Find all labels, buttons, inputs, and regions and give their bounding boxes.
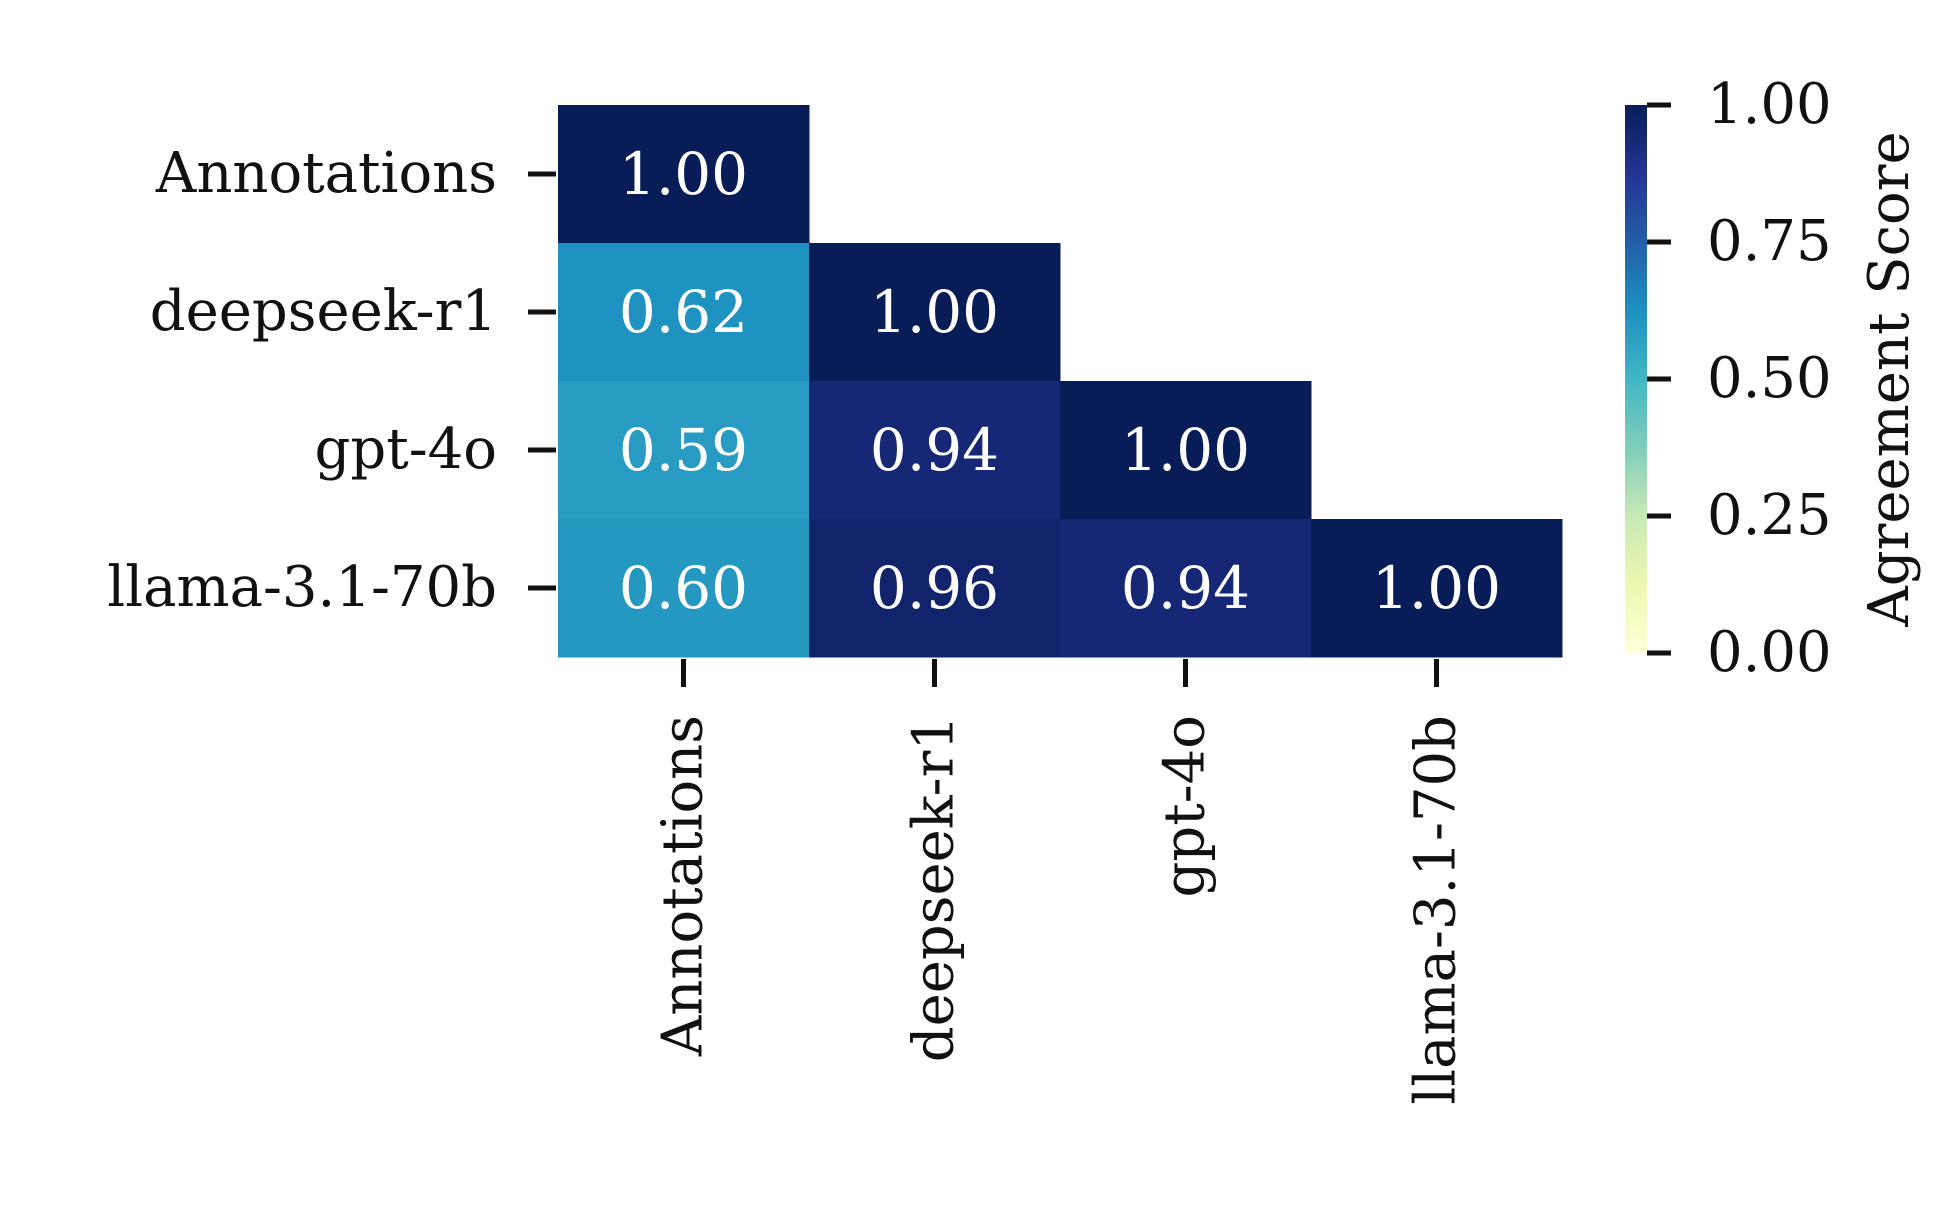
cell-value-label: 1.00	[1372, 554, 1501, 622]
y-axis: Annotations deepseek-r1 gpt-4o llama-3.1-70…	[107, 141, 556, 620]
heatmap-cell	[558, 519, 810, 658]
x-tick-label: llama-3.1-70b	[1404, 715, 1469, 1105]
colorbar-tick-label: 0.50	[1707, 346, 1832, 411]
heatmap-cell	[558, 243, 810, 382]
heatmap-cell	[1060, 519, 1312, 658]
heatmap-cell	[1060, 381, 1312, 520]
heatmap-cells	[558, 105, 1563, 658]
x-tick-label: Annotations	[651, 715, 716, 1057]
cell-value-label: 0.62	[619, 278, 748, 346]
colorbar-tick-label: 0.00	[1707, 620, 1832, 685]
cell-value-label: 0.96	[870, 554, 999, 622]
colorbar: 0.00 0.25 0.50 0.75 1.00 Agreement Score	[1625, 72, 1922, 685]
heatmap-cell-labels: 1.00 0.62 1.00 0.59 0.94 1.00 0.60 0.96 0.94 1.00	[619, 140, 1501, 622]
x-tick-label: gpt-4o	[1153, 715, 1218, 897]
y-tick-label: llama-3.1-70b	[107, 555, 497, 620]
colorbar-tick-label: 0.25	[1707, 483, 1832, 548]
colorbar-ticks: 0.00 0.25 0.50 0.75 1.00	[1647, 72, 1832, 685]
colorbar-tick-label: 1.00	[1707, 72, 1832, 137]
heatmap-cell	[558, 381, 810, 520]
heatmap-cell	[809, 381, 1061, 520]
y-tick-label: Annotations	[155, 141, 497, 206]
cell-value-label: 0.94	[1121, 554, 1250, 622]
heatmap-cell	[558, 105, 810, 244]
cell-value-label: 0.94	[870, 416, 999, 484]
x-axis: Annotations deepseek-r1 gpt-4o llama-3.1-70…	[651, 659, 1469, 1105]
y-tick-label: gpt-4o	[315, 417, 497, 482]
x-tick-label: deepseek-r1	[902, 715, 967, 1062]
colorbar-tick-label: 0.75	[1707, 209, 1832, 274]
cell-value-label: 0.60	[619, 554, 748, 622]
colorbar-gradient	[1625, 105, 1647, 653]
cell-value-label: 0.59	[619, 416, 748, 484]
cell-value-label: 1.00	[619, 140, 748, 208]
cell-value-label: 1.00	[1121, 416, 1250, 484]
heatmap-cell	[809, 243, 1061, 382]
heatmap-cell	[809, 519, 1061, 658]
heatmap-cell	[1311, 519, 1563, 658]
y-tick-label: deepseek-r1	[150, 279, 497, 344]
colorbar-label: Agreement Score	[1857, 131, 1922, 627]
cell-value-label: 1.00	[870, 278, 999, 346]
